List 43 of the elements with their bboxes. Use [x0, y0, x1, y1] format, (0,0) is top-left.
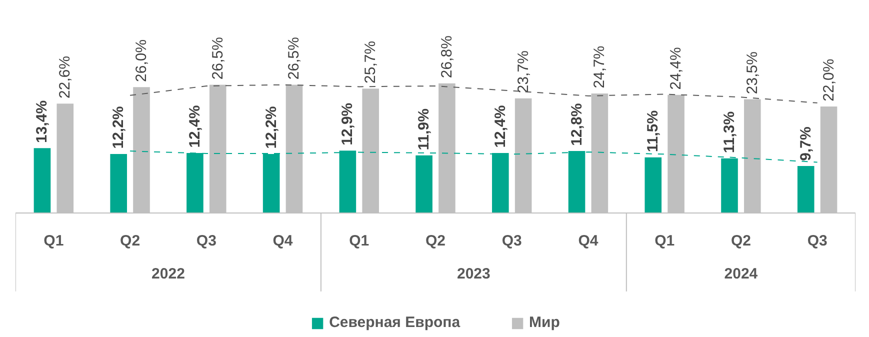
bar [34, 148, 51, 213]
x-tick-label: Q4 [272, 232, 294, 250]
x-tick-label: Q1 [349, 232, 370, 250]
data-label: 13,4% [34, 100, 51, 143]
x-tick-label: Q3 [196, 232, 216, 250]
data-label: 24,7% [591, 46, 608, 88]
bar [416, 155, 432, 213]
data-label: 9,7% [797, 126, 814, 161]
data-label: 12,2% [262, 106, 280, 149]
data-label: 12,4% [492, 105, 509, 148]
x-tick-label: Q2 [730, 232, 751, 250]
data-label: 12,4% [186, 105, 204, 148]
data-label: 22,6% [56, 56, 74, 98]
bar [797, 166, 814, 213]
data-label: 26,5% [209, 37, 226, 80]
data-label: 11,5% [644, 110, 662, 152]
data-label: 24,4% [668, 47, 685, 90]
data-label: 12,9% [339, 102, 356, 146]
x-tick-label: Q4 [578, 232, 599, 250]
legend-label: Мир [529, 314, 560, 331]
data-label: 26,8% [438, 36, 456, 78]
data-label: 26,0% [133, 39, 150, 82]
data-label: 12,8% [568, 103, 586, 146]
data-label: 12,2% [110, 106, 128, 149]
x-tick-label: Q1 [44, 232, 64, 250]
legend-label: Северная Европа [329, 314, 460, 331]
x-tick-label: Q2 [425, 232, 446, 250]
text: 2023 [456, 265, 490, 282]
bar [644, 157, 662, 213]
data-label: 23,7% [514, 50, 532, 94]
text: 2024 [724, 265, 758, 282]
bar [110, 154, 127, 213]
x-tick-label: Q2 [120, 232, 140, 250]
data-label: 23,5% [744, 52, 761, 94]
data-label: 11,3% [721, 111, 738, 154]
text: 2022 [152, 265, 185, 282]
x-tick-label: Q1 [654, 232, 675, 250]
data-label: 22,0% [820, 58, 838, 102]
data-label: 11,9% [416, 108, 433, 150]
data-label: 26,5% [286, 37, 303, 80]
x-tick-label: Q3 [502, 232, 522, 250]
x-tick-label: Q3 [807, 232, 828, 250]
data-label: 25,7% [362, 40, 380, 84]
